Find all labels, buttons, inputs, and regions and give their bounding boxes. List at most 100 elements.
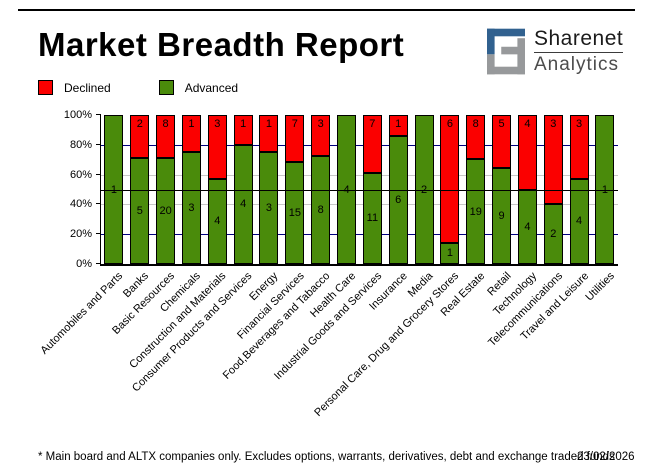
logo-line1: Sharenet: [534, 27, 624, 50]
sharenet-logo: Sharenet Analytics: [487, 27, 624, 80]
y-tick-mark: [96, 173, 101, 175]
declined-segment: 5: [492, 115, 512, 169]
report-date: 23/02/2026: [577, 451, 635, 463]
y-tick-mark: [96, 203, 101, 205]
stacked-bar-15: 8 19: [466, 115, 486, 264]
bar-slot: 8 20: [153, 115, 179, 264]
logo-divider: [534, 52, 624, 54]
advanced-segment: 3: [259, 152, 279, 264]
gridline-60: [101, 174, 618, 176]
declined-value: 5: [498, 118, 505, 131]
advanced-value: 3: [265, 202, 273, 215]
advanced-segment: 3: [181, 152, 201, 264]
declined-segment: 3: [207, 115, 227, 179]
declined-value: 8: [472, 118, 479, 131]
declined-segment: 8: [466, 115, 486, 160]
y-tick-mark: [96, 233, 101, 235]
advanced-segment: 20: [156, 157, 176, 264]
page-title: Market Breadth Report: [38, 26, 405, 63]
declined-swatch-icon: [38, 80, 53, 95]
declined-segment: 7: [362, 115, 382, 173]
footnote: * Main board and ALTX companies only. Ex…: [38, 451, 615, 463]
advanced-segment: 11: [362, 172, 382, 264]
declined-value: 2: [136, 118, 143, 131]
y-axis-label: 0%: [76, 258, 92, 270]
reference-line-50pct: [101, 189, 618, 191]
y-axis-label: 40%: [69, 198, 92, 211]
advanced-value: 3: [188, 202, 195, 215]
declined-value: 1: [240, 118, 247, 131]
x-axis-label: Automobiles and Parts: [38, 270, 126, 357]
declined-value: 7: [369, 118, 376, 131]
declined-value: 4: [524, 118, 531, 130]
advanced-value: 2: [550, 228, 557, 241]
y-tick-mark: [96, 143, 101, 145]
top-border-rule: [18, 9, 635, 11]
stacked-bar-8: 7 15: [285, 115, 305, 264]
chart-legend: Declined Advanced: [38, 80, 286, 95]
declined-segment: 1: [259, 115, 279, 153]
advanced-value: 20: [159, 204, 172, 217]
gridline-20: [101, 234, 618, 236]
advanced-value: 19: [469, 205, 482, 218]
advanced-value: 4: [240, 198, 247, 211]
advanced-segment: 19: [466, 159, 486, 264]
advanced-value: 1: [446, 247, 453, 260]
bar-slot: 7 11: [359, 115, 385, 264]
advanced-segment: 9: [492, 168, 512, 264]
legend-item-advanced: Advanced: [158, 80, 239, 95]
declined-segment: 1: [388, 115, 408, 137]
advanced-segment: 4: [233, 144, 253, 264]
declined-segment: 4: [517, 115, 537, 190]
advanced-value: 4: [524, 220, 531, 233]
declined-segment: 1: [181, 115, 201, 153]
advanced-segment: 5: [130, 157, 150, 264]
declined-segment: 3: [569, 115, 589, 179]
logo-text: Sharenet Analytics: [534, 27, 624, 75]
bar-slot: 7 15: [282, 115, 308, 264]
y-axis-label: 20%: [69, 228, 92, 241]
advanced-value: 11: [366, 212, 379, 225]
sharenet-logo-icon: [487, 28, 525, 80]
stacked-bar-3: 8 20: [156, 115, 176, 264]
plot-area: 1258201334141371538471116261819594432341: [96, 114, 618, 266]
declined-value: 1: [395, 118, 402, 131]
advanced-segment: 6: [388, 136, 408, 264]
gridline-40: [101, 204, 618, 206]
declined-value: 3: [576, 118, 583, 131]
advanced-segment: 4: [517, 189, 537, 264]
bar-slot: 8 19: [463, 115, 489, 264]
advanced-segment: 1: [440, 242, 460, 264]
gridline-80: [101, 144, 618, 146]
declined-value: 7: [291, 118, 298, 131]
advanced-value: 15: [288, 207, 301, 220]
advanced-segment: 4: [569, 178, 589, 264]
declined-value: 6: [446, 118, 453, 131]
advanced-value: 8: [317, 203, 324, 216]
advanced-value: 4: [214, 215, 221, 228]
advanced-value: 6: [395, 194, 402, 207]
declined-value: 1: [188, 118, 195, 130]
declined-value: 1: [265, 118, 273, 130]
declined-value: 3: [550, 118, 557, 131]
declined-segment: 6: [440, 115, 460, 243]
legend-label-advanced: Advanced: [184, 80, 239, 95]
advanced-value: 4: [576, 215, 583, 228]
y-tick-mark: [96, 263, 101, 264]
declined-segment: 8: [156, 115, 176, 158]
declined-segment: 3: [311, 115, 331, 156]
